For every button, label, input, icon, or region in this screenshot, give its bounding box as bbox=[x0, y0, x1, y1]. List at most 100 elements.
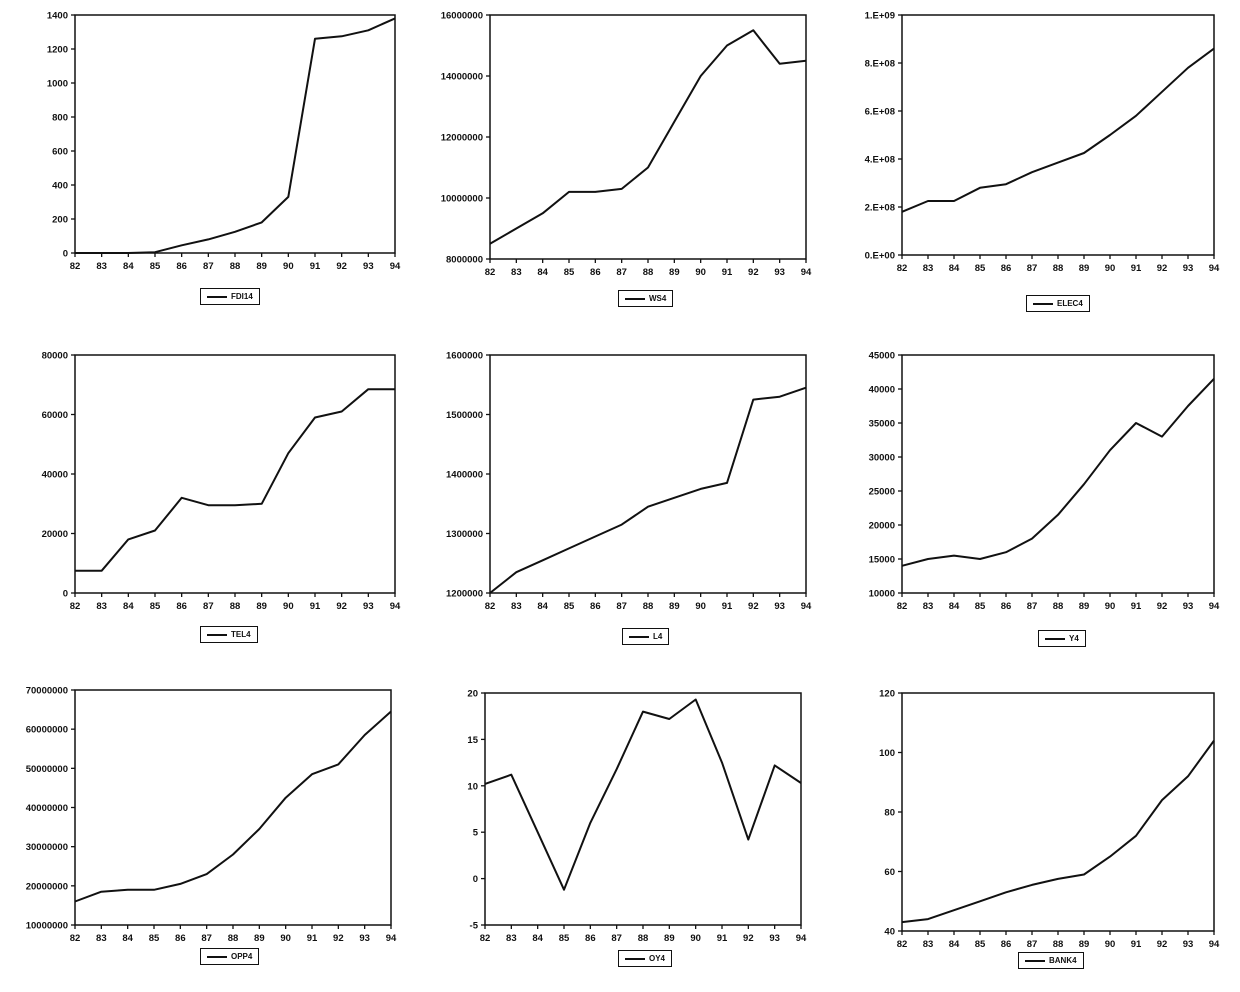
x-tick-label: 88 bbox=[230, 261, 241, 272]
x-tick-label: 88 bbox=[230, 601, 241, 612]
x-tick-label: 88 bbox=[1053, 601, 1064, 612]
x-tick-label: 84 bbox=[123, 261, 134, 272]
x-tick-label: 90 bbox=[283, 261, 294, 272]
legend-line-swatch bbox=[625, 297, 645, 300]
x-tick-label: 84 bbox=[949, 601, 960, 612]
x-tick-label: 83 bbox=[96, 601, 107, 612]
x-tick-label: 91 bbox=[722, 601, 733, 612]
plot-frame bbox=[901, 692, 1215, 932]
x-tick-label: 85 bbox=[150, 601, 161, 612]
legend-line-swatch bbox=[629, 635, 649, 638]
x-tick-label: 82 bbox=[70, 261, 81, 272]
y-tick-label: 10000 bbox=[869, 589, 895, 600]
x-tick-label: 82 bbox=[485, 601, 496, 612]
x-tick-label: 92 bbox=[1157, 263, 1168, 274]
x-tick-label: 91 bbox=[310, 261, 321, 272]
x-tick-label: 84 bbox=[537, 601, 548, 612]
x-tick-label: 85 bbox=[150, 261, 161, 272]
panel-opp4: 10000000 20000000 30000000 40000000 50000000… bbox=[0, 675, 410, 992]
legend: ELEC4 bbox=[1026, 295, 1090, 312]
x-tick-label: 84 bbox=[532, 933, 543, 944]
plot-frame bbox=[901, 14, 1215, 256]
panel-l4: 1200000 1300000 1400000 1500000 1600000 82 83 8… bbox=[410, 340, 830, 660]
y-tick-label: 40000 bbox=[869, 385, 895, 396]
line-chart-svg: 0.E+00 2.E+08 4.E+08 6.E+08 8.E+08 1.E+09 82 83… bbox=[865, 11, 1220, 275]
legend-label: TEL4 bbox=[231, 630, 251, 639]
x-tick-label: 82 bbox=[485, 267, 496, 278]
x-tick-label: 82 bbox=[897, 263, 908, 274]
x-tick-label: 94 bbox=[1209, 263, 1220, 274]
x-tick-label: 90 bbox=[1105, 601, 1116, 612]
x-tick-label: 91 bbox=[307, 933, 318, 944]
legend-label: ELEC4 bbox=[1057, 299, 1083, 308]
y-tick-label: 20000 bbox=[869, 521, 895, 532]
plot-frame bbox=[74, 354, 396, 594]
y-tick-label: -5 bbox=[470, 921, 479, 932]
x-tick-label: 92 bbox=[748, 267, 759, 278]
panel-oy4: -5 0 5 10 15 20 82 83 84 85 86 87 88 89 90 91 92 93 94 OY4 bbox=[410, 675, 830, 992]
y-tick-label: 1200000 bbox=[446, 589, 483, 600]
x-tick-label: 83 bbox=[923, 939, 934, 950]
legend: OY4 bbox=[618, 950, 673, 967]
x-tick-label: 86 bbox=[585, 933, 596, 944]
series-line-elec4 bbox=[901, 47, 1215, 213]
x-tick-label: 93 bbox=[363, 601, 374, 612]
series-line-tel4 bbox=[75, 388, 395, 572]
series-line-fdi14 bbox=[75, 17, 396, 254]
panel-bank4: 40 60 80 100 120 82 83 84 85 86 87 88 89 90 91 92 93 94 BA… bbox=[830, 675, 1240, 992]
x-tick-label: 84 bbox=[537, 267, 548, 278]
x-tick-label: 89 bbox=[664, 933, 675, 944]
x-tick-label: 84 bbox=[122, 933, 133, 944]
x-tick-label: 89 bbox=[254, 933, 265, 944]
y-tick-label: 12000000 bbox=[441, 133, 483, 144]
y-tick-label: 50000000 bbox=[26, 764, 68, 775]
x-tick-label: 94 bbox=[801, 601, 812, 612]
legend: FDI14 bbox=[200, 288, 260, 305]
legend: TEL4 bbox=[200, 626, 258, 643]
x-tick-label: 91 bbox=[717, 933, 728, 944]
y-tick-label: 60 bbox=[884, 867, 895, 878]
legend-label: WS4 bbox=[649, 294, 667, 303]
legend-line-swatch bbox=[625, 957, 645, 960]
y-tick-label: 5 bbox=[473, 828, 479, 839]
y-tick-label: 10000000 bbox=[26, 921, 68, 932]
x-tick-label: 82 bbox=[897, 601, 908, 612]
x-tick-label: 85 bbox=[975, 601, 986, 612]
x-tick-label: 93 bbox=[774, 267, 785, 278]
x-tick-label: 93 bbox=[1183, 601, 1194, 612]
y-tick-label: 8.E+08 bbox=[865, 59, 895, 70]
legend: BANK4 bbox=[1018, 952, 1084, 969]
y-tick-label: 10 bbox=[467, 781, 478, 792]
x-tick-label: 91 bbox=[310, 601, 321, 612]
legend: OPP4 bbox=[200, 948, 260, 965]
y-tick-label: 800 bbox=[52, 113, 68, 124]
x-tick-label: 93 bbox=[363, 261, 374, 272]
x-tick-label: 82 bbox=[480, 933, 491, 944]
x-tick-label: 93 bbox=[769, 933, 780, 944]
legend-line-swatch bbox=[207, 295, 227, 298]
x-tick-label: 89 bbox=[256, 261, 267, 272]
x-tick-label: 82 bbox=[70, 933, 81, 944]
x-tick-label: 88 bbox=[1053, 939, 1064, 950]
y-tick-label: 1300000 bbox=[446, 529, 483, 540]
plot-frame bbox=[489, 14, 807, 260]
x-tick-label: 89 bbox=[669, 267, 680, 278]
y-tick-label: 100 bbox=[879, 748, 895, 759]
y-tick-label: 20000000 bbox=[26, 881, 68, 892]
panel-tel4: 0 20000 40000 60000 80000 82 83 84 85 86 87 88 89 90 9… bbox=[0, 340, 410, 660]
y-tick-label: 200 bbox=[52, 215, 68, 226]
x-tick-label: 87 bbox=[1027, 601, 1038, 612]
x-tick-label: 92 bbox=[1157, 939, 1168, 950]
x-tick-label: 82 bbox=[70, 601, 81, 612]
x-tick-label: 83 bbox=[96, 261, 107, 272]
line-chart-svg: 10000 15000 20000 25000 30000 35000 40000 45000… bbox=[869, 351, 1220, 613]
y-tick-label: 80 bbox=[884, 808, 895, 819]
x-tick-label: 86 bbox=[1001, 263, 1012, 274]
plot-frame bbox=[484, 692, 802, 926]
legend-label: OPP4 bbox=[231, 952, 253, 961]
x-tick-label: 94 bbox=[796, 933, 807, 944]
y-tick-label: 45000 bbox=[869, 351, 895, 362]
y-tick-label: 400 bbox=[52, 181, 68, 192]
y-tick-label: 0 bbox=[473, 874, 478, 885]
